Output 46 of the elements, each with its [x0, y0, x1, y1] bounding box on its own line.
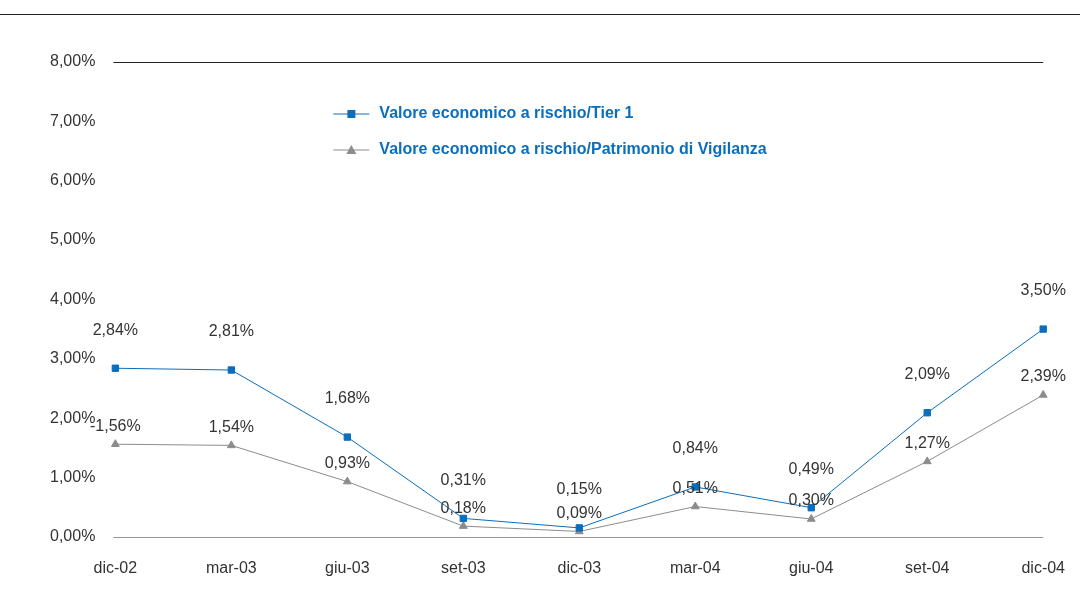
y-tick-label: 0,00% [49, 527, 96, 545]
x-tick-label: dic-03 [557, 558, 602, 576]
point [343, 433, 352, 441]
data-label: 0,09% [556, 503, 602, 521]
data-label: 0,31% [440, 470, 486, 488]
y-tick-label: 6,00% [49, 171, 96, 189]
x-tick-label: giu-03 [325, 558, 370, 576]
data-label: 1,68% [324, 389, 371, 407]
y-tick-label: 3,00% [49, 349, 96, 367]
x-tick-label: dic-02 [93, 558, 138, 576]
point [226, 440, 236, 449]
x-tick-label: dic-04 [1021, 558, 1066, 576]
point [806, 514, 816, 522]
y-tick-label: 4,00% [49, 289, 96, 307]
x-tick-label: mar-03 [206, 558, 257, 576]
x-tick-label: set-03 [441, 558, 486, 576]
point [690, 501, 700, 510]
x-tick-label: set-04 [905, 558, 950, 576]
data-label: 0,49% [788, 460, 834, 478]
legend-label: Valore economico a rischio/Tier 1 [379, 104, 634, 122]
x-tick-label: mar-04 [669, 558, 721, 576]
point [227, 366, 236, 374]
data-label: 2,39% [1020, 367, 1066, 385]
y-tick-label: 7,00% [49, 111, 96, 129]
y-tick-label: 5,00% [49, 230, 96, 248]
point [342, 476, 352, 485]
data-label: 1,27% [904, 433, 950, 451]
data-label: 2,81% [208, 322, 255, 340]
legend-label: Valore economico a rischio/Patrimonio di Vigilanza [379, 140, 767, 158]
data-label: 2,84% [92, 320, 139, 338]
data-label: 0,15% [556, 480, 602, 498]
data-label: 1,54% [208, 417, 255, 435]
x-tick-label: giu-04 [789, 558, 834, 576]
point [1039, 325, 1047, 333]
point [458, 521, 468, 529]
point [110, 439, 120, 447]
point [111, 364, 120, 372]
data-label: 2,09% [904, 365, 950, 383]
data-label: 0,84% [672, 439, 718, 457]
point [923, 409, 931, 417]
data-label: 3,50% [1020, 281, 1066, 299]
y-tick-label: 1,00% [49, 467, 96, 485]
data-label: 0,93% [324, 454, 371, 472]
point [922, 456, 932, 465]
y-tick-label: 8,00% [49, 52, 96, 70]
point [1038, 389, 1048, 398]
